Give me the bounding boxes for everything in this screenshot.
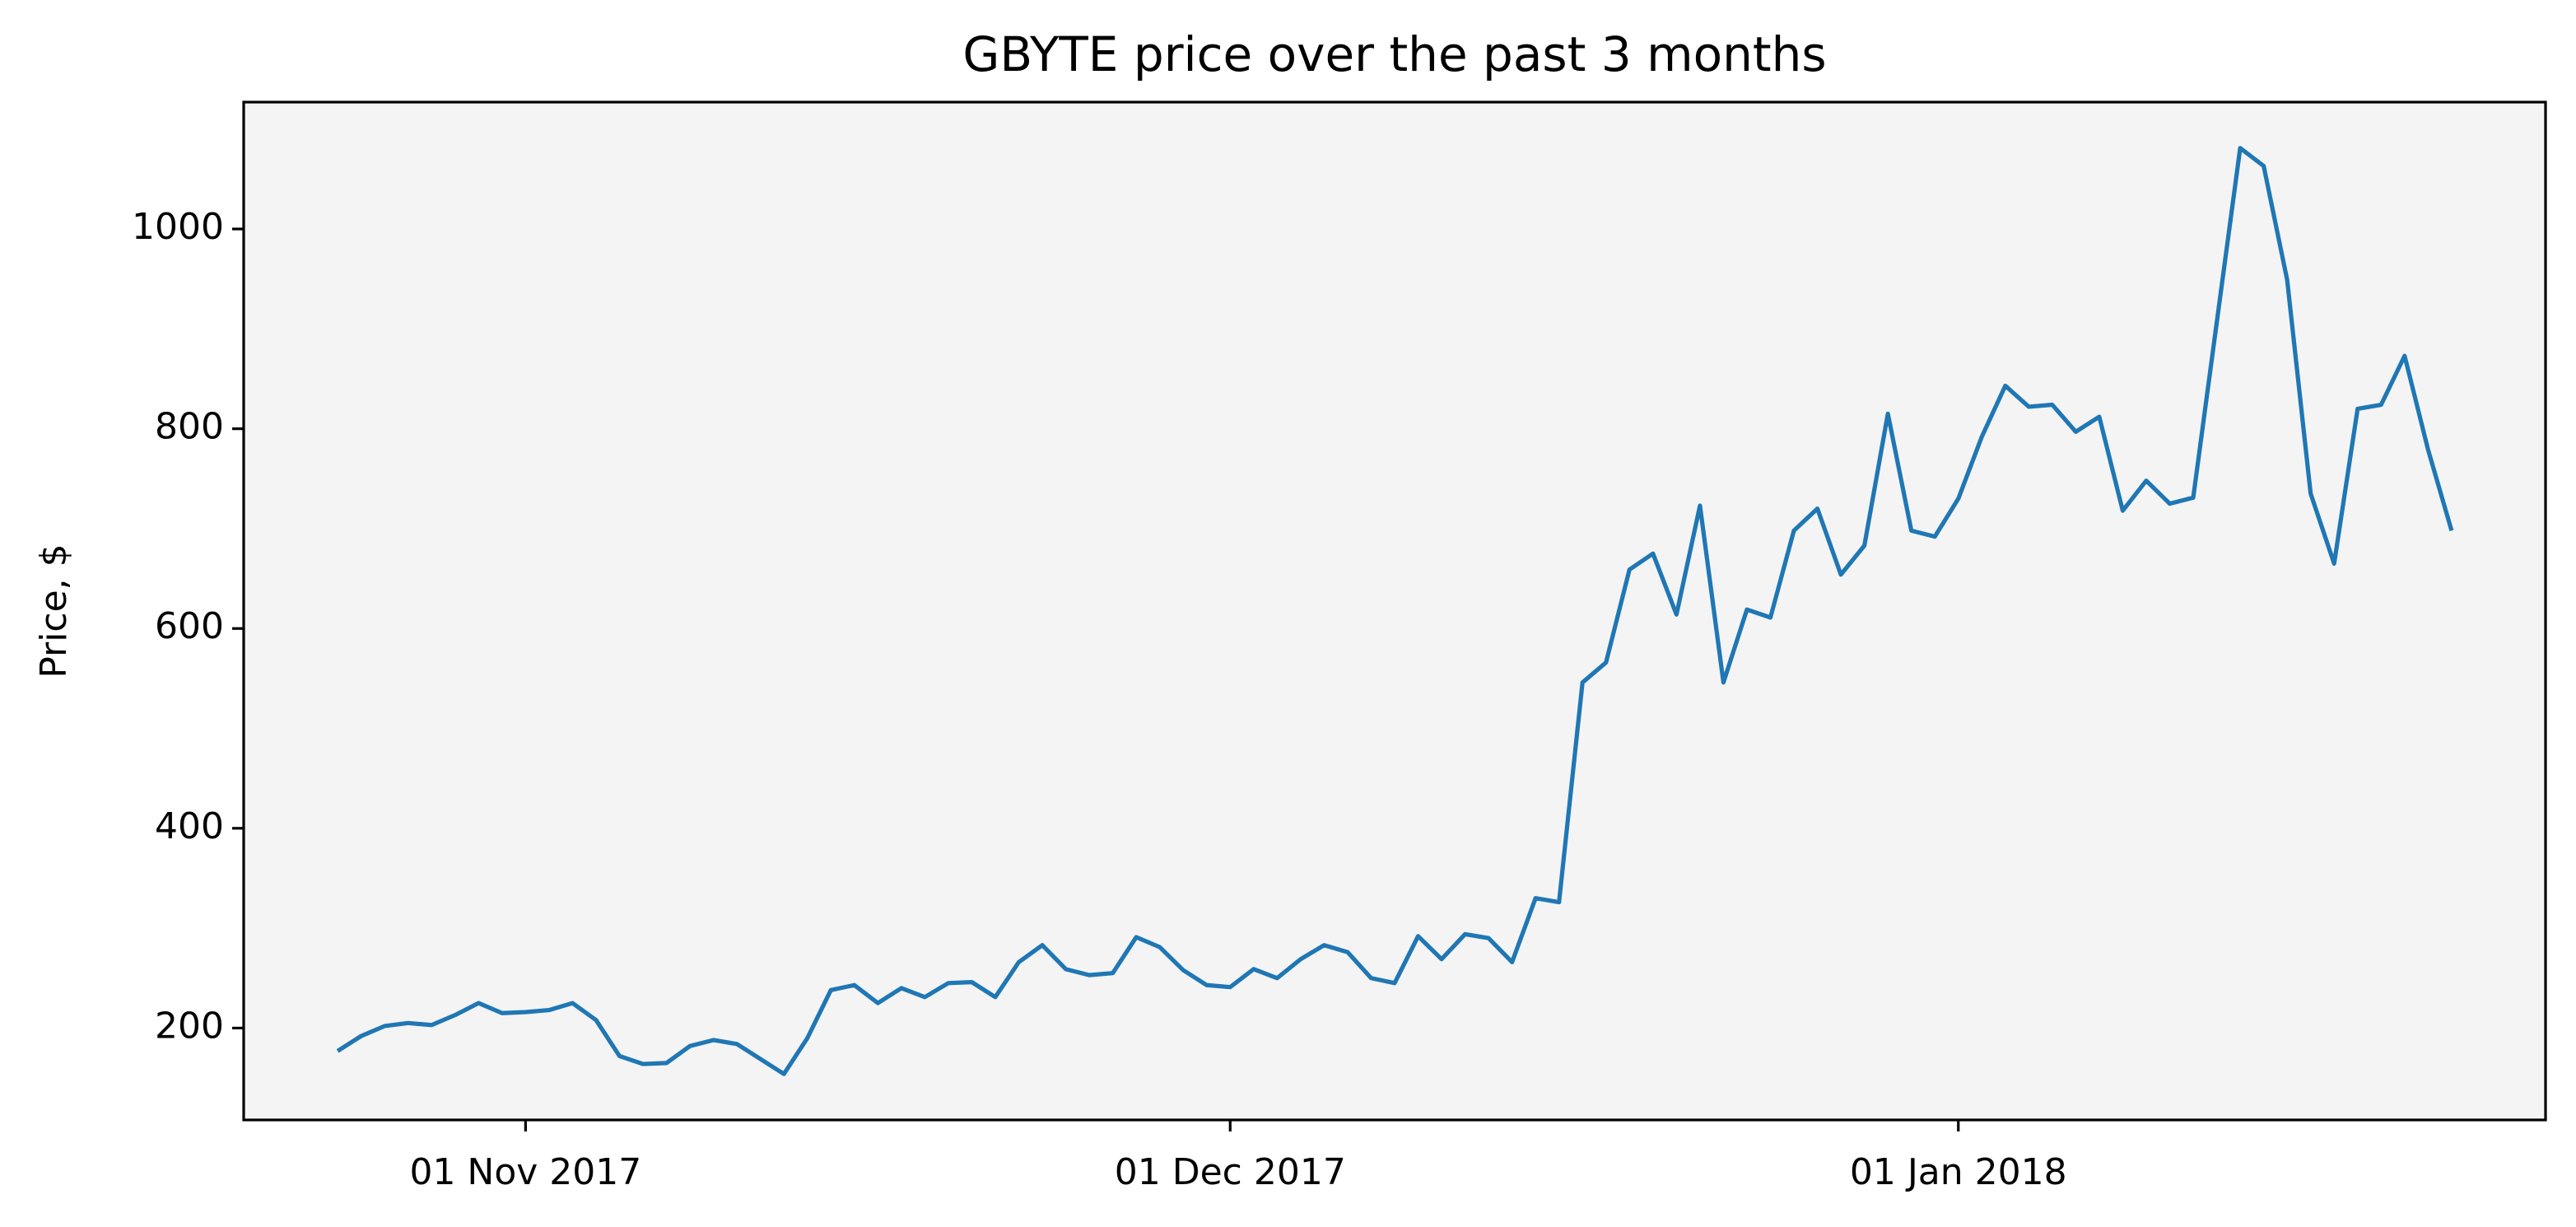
y-tick-label: 800	[155, 406, 224, 448]
y-axis-label: Price, $	[33, 544, 75, 678]
chart-title: GBYTE price over the past 3 months	[962, 26, 1826, 82]
y-tick-label: 200	[155, 1005, 224, 1047]
plot-frame	[242, 100, 2547, 1122]
y-tick-label: 1000	[132, 206, 224, 248]
x-tick-label: 01 Nov 2017	[409, 1151, 641, 1193]
x-tick-label: 01 Jan 2018	[1850, 1151, 2067, 1193]
y-tick-label: 400	[155, 805, 224, 847]
y-tick-label: 600	[155, 605, 224, 647]
plot-background	[244, 102, 2546, 1120]
price-line	[336, 146, 2454, 1076]
x-tick-label: 01 Dec 2017	[1115, 1151, 1346, 1193]
